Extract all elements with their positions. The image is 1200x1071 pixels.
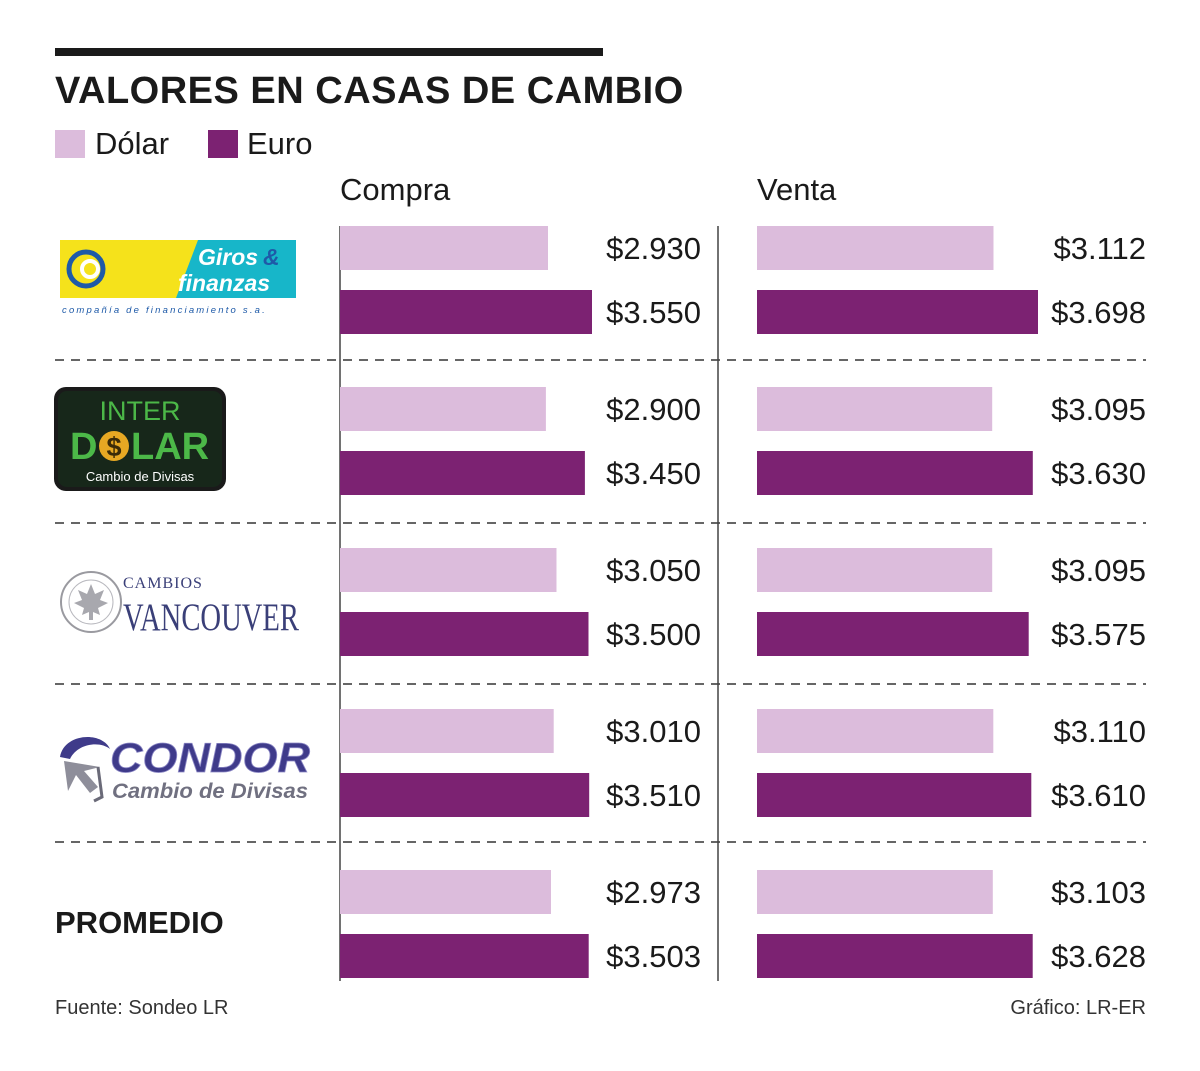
bar-venta-cambios-vancouver-euro — [757, 612, 1029, 656]
bar-compra-interdolar-dolar — [340, 387, 546, 431]
giros-tagline: compañía de financiamiento s.a. — [62, 305, 267, 316]
vancouver-cambios: CAMBIOS — [123, 575, 203, 592]
value-label-compra-condor-dolar: $3.010 — [606, 714, 701, 749]
interdolar-d: D — [70, 426, 97, 468]
bar-venta-condor-dolar — [757, 709, 994, 753]
condor-main: CONDOR — [110, 734, 311, 781]
bar-compra-giros-finanzas-euro — [340, 290, 592, 334]
interdolar-inter: INTER — [100, 396, 181, 426]
bar-venta-giros-finanzas-euro — [757, 290, 1038, 334]
value-label-venta-giros-finanzas-dolar: $3.112 — [1053, 231, 1146, 266]
value-label-venta-cambios-vancouver-dolar: $3.095 — [1051, 553, 1146, 588]
bar-compra-promedio-euro — [340, 934, 589, 978]
column-header-compra: Compra — [340, 172, 451, 207]
vancouver-logo-graphic: CAMBIOS VANCOUVER — [60, 571, 299, 639]
legend-label-euro: Euro — [247, 126, 313, 161]
value-label-compra-interdolar-dolar: $2.900 — [606, 392, 701, 427]
dollar-coin-icon — [99, 431, 129, 461]
source-note: Fuente: Sondeo LR — [55, 997, 229, 1019]
value-label-compra-cambios-vancouver-dolar: $3.050 — [606, 553, 701, 588]
chart-title: VALORES EN CASAS DE CAMBIO — [55, 70, 684, 112]
value-label-venta-interdolar-dolar: $3.095 — [1051, 392, 1146, 427]
value-label-venta-cambios-vancouver-euro: $3.575 — [1051, 617, 1146, 652]
bar-venta-condor-euro — [757, 773, 1032, 817]
interdolar-logo-graphic: INTER D $ LAR Cambio de Divisas — [54, 387, 226, 491]
bar-venta-interdolar-dolar — [757, 387, 993, 431]
value-label-venta-condor-euro: $3.610 — [1051, 778, 1146, 813]
bar-compra-condor-dolar — [340, 709, 554, 753]
value-label-compra-interdolar-euro: $3.450 — [606, 456, 701, 491]
value-label-compra-giros-finanzas-dolar: $2.930 — [606, 231, 701, 266]
giros-word: Giros — [198, 244, 258, 270]
bar-compra-promedio-dolar — [340, 870, 551, 914]
condor-sub: Cambio de Divisas — [112, 780, 308, 803]
bar-compra-cambios-vancouver-dolar — [340, 548, 557, 592]
bar-venta-giros-finanzas-dolar — [757, 226, 994, 270]
value-label-compra-giros-finanzas-euro: $3.550 — [606, 295, 701, 330]
condor-logo: CONDOR Cambio de Divisas — [54, 727, 316, 807]
condor-arrow-icon — [60, 737, 110, 759]
bar-compra-interdolar-euro — [340, 451, 585, 495]
bar-compra-giros-finanzas-dolar — [340, 226, 548, 270]
bar-venta-promedio-euro — [757, 934, 1033, 978]
finanzas-word: finanzas — [178, 270, 270, 296]
value-label-venta-condor-dolar: $3.110 — [1053, 714, 1146, 749]
bar-venta-interdolar-euro — [757, 451, 1033, 495]
value-label-compra-promedio-dolar: $2.973 — [606, 875, 701, 910]
vancouver-logo: CAMBIOS VANCOUVER — [60, 570, 302, 640]
value-label-compra-promedio-euro: $3.503 — [606, 939, 701, 974]
maple-leaf-icon — [74, 584, 108, 620]
legend-swatch-euro — [208, 130, 238, 158]
giros-ampersand: & — [263, 244, 280, 270]
interdolar-dollar-sign: $ — [106, 432, 121, 462]
condor-logo-graphic: CONDOR Cambio de Divisas — [60, 734, 311, 803]
giros-finanzas-logo: Giros & finanzas compañía de financiamie… — [58, 236, 310, 316]
legend-label-dolar: Dólar — [95, 126, 170, 161]
value-label-venta-giros-finanzas-euro: $3.698 — [1051, 295, 1146, 330]
value-label-compra-condor-euro: $3.510 — [606, 778, 701, 813]
interdolar-logo: INTER D $ LAR Cambio de Divisas — [54, 387, 226, 491]
promedio-label: PROMEDIO — [55, 905, 224, 940]
legend-swatch-dolar — [55, 130, 85, 158]
interdolar-lar: LAR — [131, 426, 209, 468]
value-label-venta-promedio-euro: $3.628 — [1051, 939, 1146, 974]
bar-venta-cambios-vancouver-dolar — [757, 548, 993, 592]
value-label-compra-cambios-vancouver-euro: $3.500 — [606, 617, 701, 652]
interdolar-sub: Cambio de Divisas — [86, 469, 195, 484]
bar-compra-cambios-vancouver-euro — [340, 612, 589, 656]
giros-finanzas-logo-graphic: Giros & finanzas compañía de financiamie… — [60, 240, 296, 316]
bar-compra-condor-euro — [340, 773, 590, 817]
value-label-venta-interdolar-euro: $3.630 — [1051, 456, 1146, 491]
bar-venta-promedio-dolar — [757, 870, 993, 914]
vancouver-main: VANCOUVER — [123, 596, 299, 639]
title-rule — [55, 48, 603, 56]
value-label-venta-promedio-dolar: $3.103 — [1051, 875, 1146, 910]
column-header-venta: Venta — [757, 172, 837, 207]
credit-note: Gráfico: LR-ER — [1010, 997, 1146, 1019]
